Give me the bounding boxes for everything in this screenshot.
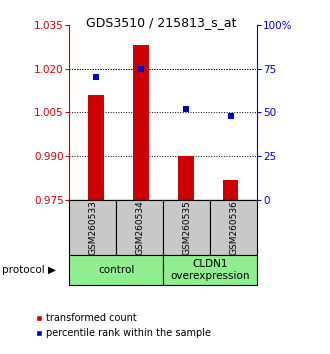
Legend: transformed count, percentile rank within the sample: transformed count, percentile rank withi… [31,309,215,342]
Text: GDS3510 / 215813_s_at: GDS3510 / 215813_s_at [86,16,237,29]
Bar [116,200,163,255]
Bar [69,200,116,255]
Text: control: control [98,265,135,275]
Text: CLDN1
overexpression: CLDN1 overexpression [171,259,250,281]
Text: GSM260535: GSM260535 [182,200,191,255]
Text: GSM260533: GSM260533 [88,200,97,255]
Bar [211,200,257,255]
Bar [88,95,104,200]
Bar [133,45,149,200]
Bar [69,255,163,285]
Text: protocol ▶: protocol ▶ [2,265,56,275]
Bar [223,179,238,200]
Bar [178,156,194,200]
Text: GSM260534: GSM260534 [135,200,144,255]
Text: GSM260536: GSM260536 [229,200,238,255]
Bar [163,200,211,255]
Bar [163,255,257,285]
